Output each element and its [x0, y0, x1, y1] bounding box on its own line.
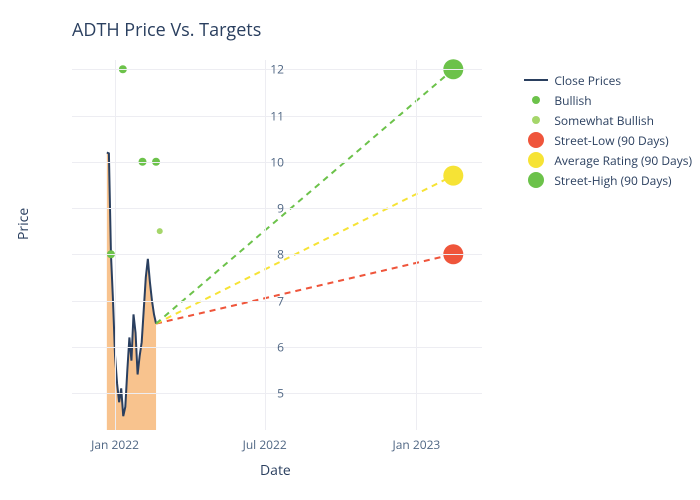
- chart-title: ADTH Price Vs. Targets: [72, 18, 261, 42]
- y-tick: 8: [254, 246, 284, 263]
- y-tick: 10: [254, 153, 284, 170]
- street-low-line: [156, 254, 453, 323]
- legend-label: Bullish: [554, 92, 591, 109]
- y-tick: 11: [254, 107, 284, 124]
- legend-label: Average Rating (90 Days): [554, 152, 692, 169]
- y-tick: 5: [254, 385, 284, 402]
- legend-dot-icon: [528, 132, 544, 148]
- y-axis-label: Price: [14, 208, 33, 240]
- x-tick: Jan 2022: [91, 436, 139, 453]
- legend-item[interactable]: Average Rating (90 Days): [524, 150, 692, 170]
- legend-item[interactable]: Street-Low (90 Days): [524, 130, 692, 150]
- legend-dot-icon: [528, 152, 544, 168]
- legend-label: Close Prices: [554, 72, 621, 89]
- legend-label: Street-Low (90 Days): [554, 132, 668, 149]
- y-tick: 6: [254, 338, 284, 355]
- legend-item[interactable]: Close Prices: [524, 70, 692, 90]
- street-high-line: [156, 69, 453, 323]
- average-rating-dot: [443, 166, 463, 186]
- legend-line-swatch: [524, 79, 548, 81]
- y-tick: 9: [254, 200, 284, 217]
- y-tick: 12: [254, 61, 284, 78]
- legend-dot-icon: [532, 116, 540, 124]
- legend: Close Prices Bullish Somewhat Bullish Stree…: [524, 70, 692, 190]
- gridline-v: [115, 60, 116, 430]
- x-tick: Jul 2022: [243, 436, 287, 453]
- legend-item[interactable]: Somewhat Bullish: [524, 110, 692, 130]
- legend-label: Somewhat Bullish: [554, 112, 654, 129]
- legend-label: Street-High (90 Days): [554, 172, 671, 189]
- legend-item[interactable]: Street-High (90 Days): [524, 170, 692, 190]
- somewhat-bullish-dot: [157, 228, 163, 234]
- x-axis-label: Date: [260, 461, 291, 480]
- x-tick: Jan 2023: [392, 436, 440, 453]
- legend-dot-icon: [532, 96, 540, 104]
- gridline-v: [416, 60, 417, 430]
- legend-item[interactable]: Bullish: [524, 90, 692, 110]
- y-tick: 7: [254, 292, 284, 309]
- legend-dot-icon: [528, 172, 544, 188]
